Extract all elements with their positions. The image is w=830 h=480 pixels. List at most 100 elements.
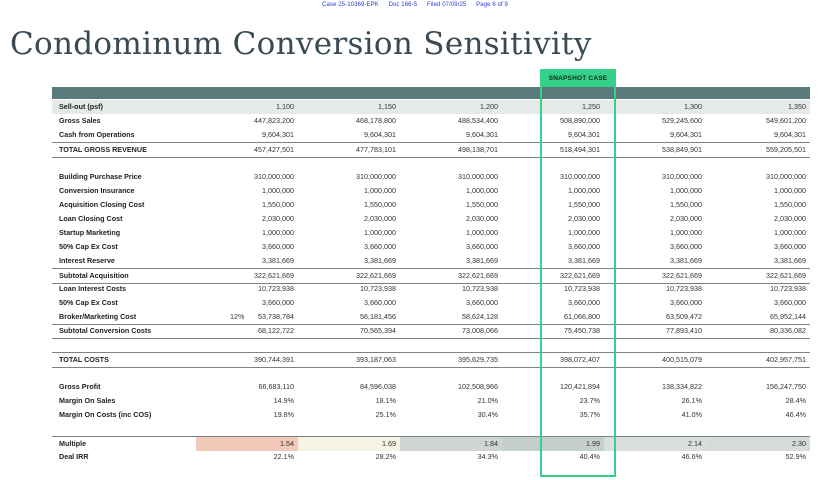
table-cell: 102,508,966 — [458, 382, 498, 391]
table-cell: 2,030,000 — [670, 214, 702, 223]
table-row-margin-costs: Margin On Costs (inc COS) 19.8% 25.1% 30.4%… — [52, 408, 810, 422]
table-cell: 1,550,000 — [466, 200, 498, 209]
table-row-loan-int: Loan Interest Costs 10,723,938 10,723,938 1… — [52, 282, 810, 296]
table-cell: 26.1% — [681, 396, 702, 405]
table-cell: 310,000,000 — [766, 172, 806, 181]
table-cell: 9,604,301 — [774, 130, 806, 139]
table-cell: 3,660,000 — [568, 242, 600, 251]
table-cell: 61,066,800 — [564, 312, 600, 321]
table-cell: 3,660,000 — [262, 298, 294, 307]
table-cell: 3,381,669 — [774, 256, 806, 265]
table-cell: 538,849,901 — [662, 145, 702, 154]
snapshot-case-label: SNAPSHOT CASE — [542, 71, 614, 87]
table-cell: 310,000,000 — [254, 172, 294, 181]
row-label: 50% Cap Ex Cost — [59, 298, 118, 307]
table-cell: 46.4% — [785, 410, 806, 419]
row-label: Broker/Marketing Cost — [59, 312, 137, 321]
table-cell: 488,534,400 — [458, 116, 498, 125]
row-label: TOTAL COSTS — [59, 355, 109, 364]
table-cell: 3,660,000 — [774, 298, 806, 307]
table-cell: 549,601,200 — [766, 116, 806, 125]
row-label: Subtotal Acquisition — [59, 271, 129, 280]
row-label: Building Purchase Price — [59, 172, 142, 181]
table-row-margin-sales: Margin On Sales 14.9% 18.1% 21.0% 23.7% 26.1%… — [52, 394, 810, 408]
table-cell: 10,723,938 — [258, 284, 294, 293]
table-cell: 1,000,000 — [466, 228, 498, 237]
table-cell: 70,565,394 — [360, 326, 396, 335]
table-cell: 46.6% — [681, 452, 702, 461]
table-cell: 398,072,407 — [560, 355, 600, 364]
broker-rate: 12% — [230, 312, 245, 321]
row-label: Acquisition Closing Cost — [59, 200, 145, 209]
table-cell: 1,550,000 — [568, 200, 600, 209]
table-cell: 75,450,738 — [564, 326, 600, 335]
table-cell: 322,621,669 — [560, 271, 600, 280]
table-cell: 25.1% — [375, 410, 396, 419]
table-cell: 1,000,000 — [262, 186, 294, 195]
table-cell: 310,000,000 — [662, 172, 702, 181]
table-row-capex2: 50% Cap Ex Cost 3,660,000 3,660,000 3,660,0… — [52, 296, 810, 310]
table-cell: 3,660,000 — [670, 242, 702, 251]
table-cell: 1,200 — [480, 102, 498, 111]
table-cell: 35.7% — [579, 410, 600, 419]
table-cell: 529,245,600 — [662, 116, 702, 125]
table-cell: 9,604,301 — [364, 130, 396, 139]
table-cell: 3,660,000 — [364, 242, 396, 251]
row-label: Interest Reserve — [59, 256, 115, 265]
table-cell: 322,621,669 — [662, 271, 702, 280]
table-cell: 1.99 — [502, 437, 604, 451]
table-cell: 1.69 — [298, 437, 400, 451]
table-cell: 73,008,066 — [462, 326, 498, 335]
table-cell: 2.14 — [604, 437, 706, 451]
table-cell: 322,621,669 — [356, 271, 396, 280]
table-cell: 3,381,669 — [466, 256, 498, 265]
table-cell: 508,890,000 — [560, 116, 600, 125]
table-cell: 2,030,000 — [568, 214, 600, 223]
row-label: Multiple — [59, 439, 87, 448]
table-row-gross-sales: Gross Sales 447,823,200 468,178,800 488,534… — [52, 114, 810, 128]
table-cell: 34.3% — [477, 452, 498, 461]
table-cell: 1.84 — [400, 437, 502, 451]
table-cell: 41.0% — [681, 410, 702, 419]
table-cell: 40.4% — [579, 452, 600, 461]
table-cell: 1,000,000 — [774, 186, 806, 195]
table-cell: 10,723,938 — [564, 284, 600, 293]
header-band — [52, 87, 810, 99]
row-label: Loan Interest Costs — [59, 284, 127, 293]
table-cell: 310,000,000 — [458, 172, 498, 181]
table-cell: 559,205,501 — [766, 145, 806, 154]
table-cell: 22.1% — [273, 452, 294, 461]
table-cell: 10,723,938 — [666, 284, 702, 293]
table-cell: 1,550,000 — [262, 200, 294, 209]
table-cell: 3,660,000 — [568, 298, 600, 307]
table-cell: 56,181,456 — [360, 312, 396, 321]
table-cell: 1,250 — [582, 102, 600, 111]
table-cell: 310,000,000 — [560, 172, 600, 181]
page-number: Page 6 of 9 — [476, 2, 508, 8]
table-cell: 138,334,822 — [662, 382, 702, 391]
table-cell: 322,621,669 — [766, 271, 806, 280]
table-cell: 1,000,000 — [670, 186, 702, 195]
table-cell: 2,030,000 — [466, 214, 498, 223]
table-cell: 1,300 — [684, 102, 702, 111]
snapshot-case-highlight: SNAPSHOT CASE — [540, 69, 616, 477]
table-cell: 2,030,000 — [774, 214, 806, 223]
table-cell: 310,000,000 — [356, 172, 396, 181]
row-label: Margin On Costs (inc COS) — [59, 410, 152, 419]
table-cell: 3,660,000 — [774, 242, 806, 251]
filed-date: Filed 07/09/25 — [426, 2, 467, 8]
table-row-total-costs: TOTAL COSTS 390,744,391 393,187,063 395,629… — [52, 352, 810, 368]
table-cell: 156,247,750 — [766, 382, 806, 391]
table-cell: 518,494,301 — [560, 145, 600, 154]
table-cell: 477,783,101 — [356, 145, 396, 154]
table-row-broker: Broker/Marketing Cost 12% 53,738,784 56,181… — [52, 310, 810, 325]
table-cell: 1,000,000 — [364, 186, 396, 195]
table-cell: 393,187,063 — [356, 355, 396, 364]
table-cell: 3,381,669 — [670, 256, 702, 265]
row-label: TOTAL GROSS REVENUE — [59, 145, 147, 154]
row-label: Startup Marketing — [59, 228, 121, 237]
table-cell: 30.4% — [477, 410, 498, 419]
table-cell: 3,660,000 — [670, 298, 702, 307]
table-cell: 120,421,894 — [560, 382, 600, 391]
case-number: Case 25-10369-EPK — [322, 2, 379, 8]
